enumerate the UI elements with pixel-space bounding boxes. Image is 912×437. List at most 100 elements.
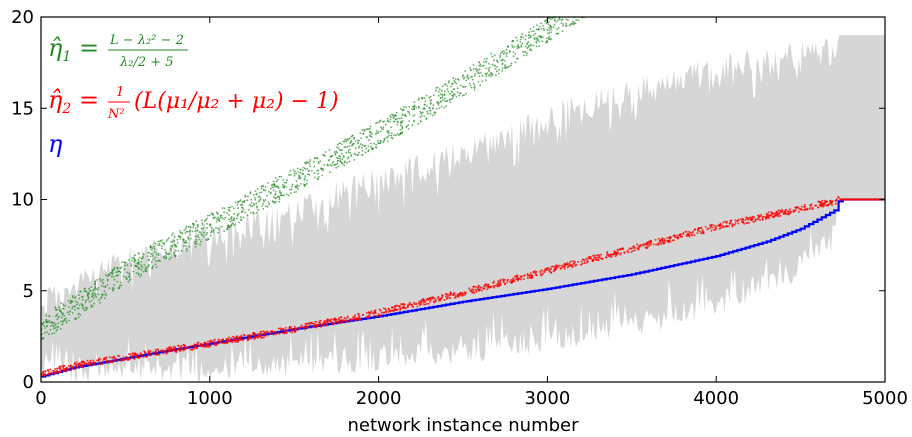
eta-hat-2-point xyxy=(313,322,316,325)
eta-hat-1-point xyxy=(258,199,261,202)
eta-hat-2-point xyxy=(456,295,459,297)
eta-hat-1-point xyxy=(267,201,270,204)
eta-hat-1-point xyxy=(531,30,533,33)
eta-hat-2-point xyxy=(754,220,756,223)
eta-hat-1-point xyxy=(385,136,388,139)
eta-hat-1-point xyxy=(401,114,404,117)
eta-hat-1-point xyxy=(350,140,353,143)
eta-hat-1-point xyxy=(81,298,84,301)
eta-hat-1-point xyxy=(210,231,212,234)
eta-hat-2-point xyxy=(58,365,61,368)
eta-hat-2-point xyxy=(59,367,61,370)
eta-hat-1-point xyxy=(399,128,402,131)
eta-hat-2-point xyxy=(475,286,477,288)
eta-hat-1-point xyxy=(408,113,411,116)
eta-hat-1-point xyxy=(336,162,339,165)
eta-hat-1-point xyxy=(116,266,119,269)
eta-hat-1-point xyxy=(417,99,420,101)
eta-hat-1-point xyxy=(152,258,155,261)
eta-hat-1-point xyxy=(229,220,232,223)
legend-eta: η xyxy=(48,130,63,158)
eta-hat-1-point xyxy=(48,321,50,323)
eta-hat-2-point xyxy=(761,216,764,219)
eta-hat-1-point xyxy=(141,266,144,268)
eta-hat-2-point xyxy=(543,271,546,274)
eta-hat-1-point xyxy=(362,128,365,131)
eta-hat-1-point xyxy=(572,20,574,23)
eta-hat-1-point xyxy=(343,161,346,164)
eta-hat-1-point xyxy=(252,212,255,215)
eta-hat-1-point xyxy=(110,275,113,278)
eta-hat-1-point xyxy=(446,85,449,87)
eta-hat-1-point xyxy=(313,176,316,179)
eta-hat-1-point xyxy=(283,194,285,197)
eta-hat-2-point xyxy=(292,329,295,332)
eta-hat-1-point xyxy=(370,136,373,138)
eta-hat-1-point xyxy=(111,287,114,289)
eta-hat-2-point xyxy=(539,271,542,274)
eta-hat-2-point xyxy=(768,217,771,220)
eta-hat-2-point xyxy=(817,200,820,203)
eta-hat-1-point xyxy=(147,265,150,268)
eta-hat-2-point xyxy=(56,367,59,370)
eta-hat-2-point xyxy=(359,318,362,321)
eta-hat-1-point xyxy=(237,200,239,203)
eta-hat-1-point xyxy=(182,238,185,241)
eta-hat-2-point xyxy=(523,278,525,281)
eta-hat-2-point xyxy=(221,338,224,341)
eta-hat-1-point xyxy=(246,214,249,217)
eta-hat-1-point xyxy=(261,204,264,207)
eta-hat-2-point xyxy=(743,222,746,225)
eta-hat-2-point xyxy=(664,239,667,242)
eta-hat-2-point xyxy=(724,220,727,223)
eta-hat-1-point xyxy=(198,236,200,239)
eta-hat-2-point xyxy=(719,222,722,225)
eta-hat-1-point xyxy=(426,110,429,113)
eta-hat-2-point xyxy=(149,350,152,352)
eta-hat-1-point xyxy=(44,327,46,329)
eta-hat-2-point xyxy=(613,250,616,253)
eta-hat-1-point xyxy=(532,44,535,47)
eta-hat-2-point xyxy=(62,368,65,371)
eta-hat-2-point xyxy=(403,303,406,306)
eta-hat-1-point xyxy=(547,37,550,39)
eta-hat-2-point xyxy=(345,320,347,323)
eta-hat-1-point xyxy=(339,159,342,162)
eta-hat-1-point xyxy=(134,254,137,257)
eta-hat-2-point xyxy=(454,296,457,299)
eta-hat-1-point xyxy=(219,214,222,217)
eta-hat-1-point xyxy=(161,239,163,242)
eta-hat-1-point xyxy=(569,23,572,26)
eta-hat-2-point xyxy=(42,373,45,376)
x-tick-label: 4000 xyxy=(693,388,739,409)
eta-hat-1-point xyxy=(128,273,131,276)
eta-hat-1-point xyxy=(364,145,367,147)
eta-hat-2-point xyxy=(531,276,534,279)
eta-hat-1-point xyxy=(322,153,324,156)
eta-hat-2-point xyxy=(730,219,733,222)
eta-hat-2-point xyxy=(681,235,684,238)
eta-hat-1-point xyxy=(116,271,119,273)
eta-hat-2-point xyxy=(231,335,234,338)
eta-hat-1-point xyxy=(209,223,212,226)
eta-hat-1-point xyxy=(309,165,312,168)
eta-hat-1-point xyxy=(565,22,568,25)
eta-hat-1-point xyxy=(145,266,147,268)
eta-hat-2-point xyxy=(829,202,832,205)
eta-hat-2-point xyxy=(492,281,495,284)
eta-hat-1-point xyxy=(351,144,353,147)
eta-hat-1-point xyxy=(266,205,269,208)
eta-hat-1-point xyxy=(308,160,311,163)
eta-hat-1-point xyxy=(436,101,439,103)
eta-hat-2-point xyxy=(526,272,529,275)
eta-hat-2-point xyxy=(760,213,763,216)
eta-hat-2-point xyxy=(584,258,587,261)
eta-hat-1-point xyxy=(130,263,132,265)
eta-hat-2-point xyxy=(122,359,125,362)
eta-hat-2-point xyxy=(822,205,825,208)
eta-hat-2-point xyxy=(398,305,401,308)
eta-hat-1-point xyxy=(120,266,123,269)
eta-hat-1-point xyxy=(79,313,82,316)
eta-hat-1-point xyxy=(504,64,506,66)
eta-hat-1-point xyxy=(497,72,500,75)
